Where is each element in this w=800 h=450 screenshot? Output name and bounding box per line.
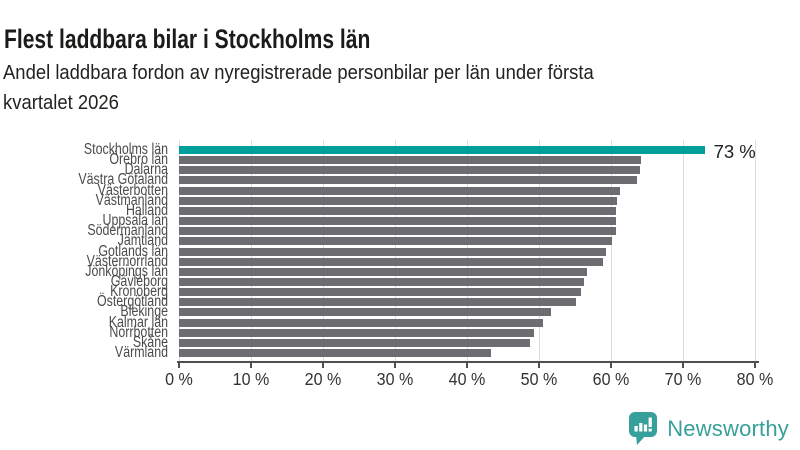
x-axis-tick [610,363,612,368]
y-axis-label: Kronoberg [110,283,168,301]
x-axis-tick-label: 70 % [664,369,702,389]
newsworthy-logo-icon [629,412,658,445]
bar [179,338,530,347]
y-axis-label: Östergötland [96,293,168,311]
value-label: 73 % [713,141,756,162]
bar [179,156,642,165]
x-axis-tick-label: 0 % [165,369,193,389]
bar [179,176,637,185]
x-axis-tick [538,363,540,368]
chart-subtitle-line2: kvartalet 2026 [3,91,119,114]
bar-highlighted [179,146,705,154]
gridline [611,140,612,361]
chart-subtitle: Andel laddbara fordon av nyregistrerade … [3,58,594,118]
x-axis-tick [682,363,684,368]
y-axis-label: Västerbotten [97,181,168,199]
bar [179,349,492,357]
bar [179,298,576,307]
y-axis-label: Västmanland [95,191,168,209]
y-axis-label: Örebro län [109,151,168,169]
bar [179,206,617,215]
x-axis-tick-label: 20 % [304,369,342,389]
x-axis-tick-label: 50 % [520,369,558,389]
x-axis-tick-label: 30 % [376,369,414,389]
x-axis-tick-label: 40 % [448,369,486,389]
y-axis-label: Norrbotten [109,323,168,341]
y-axis-label: Västra Götaland [78,171,168,189]
y-axis-label: Stockholms län [83,141,168,158]
x-axis-tick [394,363,396,368]
y-axis-label: Uppsala län [102,212,168,230]
bar [179,227,617,236]
brand-footer: Newsworthy [628,411,789,446]
x-axis-tick-label: 10 % [232,369,270,389]
bar [179,217,617,226]
x-axis-tick-label: 80 % [736,369,774,389]
bar [179,277,584,286]
gridline [683,140,684,361]
y-axis-label: Värmland [114,344,168,361]
bar [179,196,617,205]
bar [179,308,551,317]
bar [179,247,606,256]
x-axis-tick [250,363,252,368]
bar [179,166,640,175]
y-axis-label: Södermanland [87,222,168,240]
x-axis-tick [466,363,468,368]
x-axis-tick [178,363,180,368]
y-axis-label: Västernorrland [86,252,168,270]
gridline [755,140,756,361]
y-axis-label: Halland [125,201,168,219]
y-axis-label: Dalarna [124,161,168,179]
bar [179,288,582,297]
bar [179,318,544,327]
bar [179,237,612,246]
y-axis-label: Jämtland [117,232,168,250]
chart-subtitle-line1: Andel laddbara fordon av nyregistrerade … [3,61,594,84]
x-axis-tick-label: 60 % [592,369,630,389]
bar [179,257,604,266]
y-axis-label: Gävleborg [110,272,168,290]
y-axis-label: Blekinge [120,303,168,321]
bar [179,267,587,276]
x-axis-line [177,361,759,363]
x-axis-tick [322,363,324,368]
bar [179,186,620,195]
y-axis-label: Gotlands län [98,242,168,260]
y-axis-label: Skåne [132,333,168,351]
y-axis-label: Jönköpings län [85,262,168,280]
brand-name: Newsworthy [667,415,789,441]
bar [179,328,534,337]
chart-title: Flest laddbara bilar i Stockholms län [4,24,371,55]
y-axis-label: Kalmar län [108,313,168,331]
x-axis-tick [754,363,756,368]
